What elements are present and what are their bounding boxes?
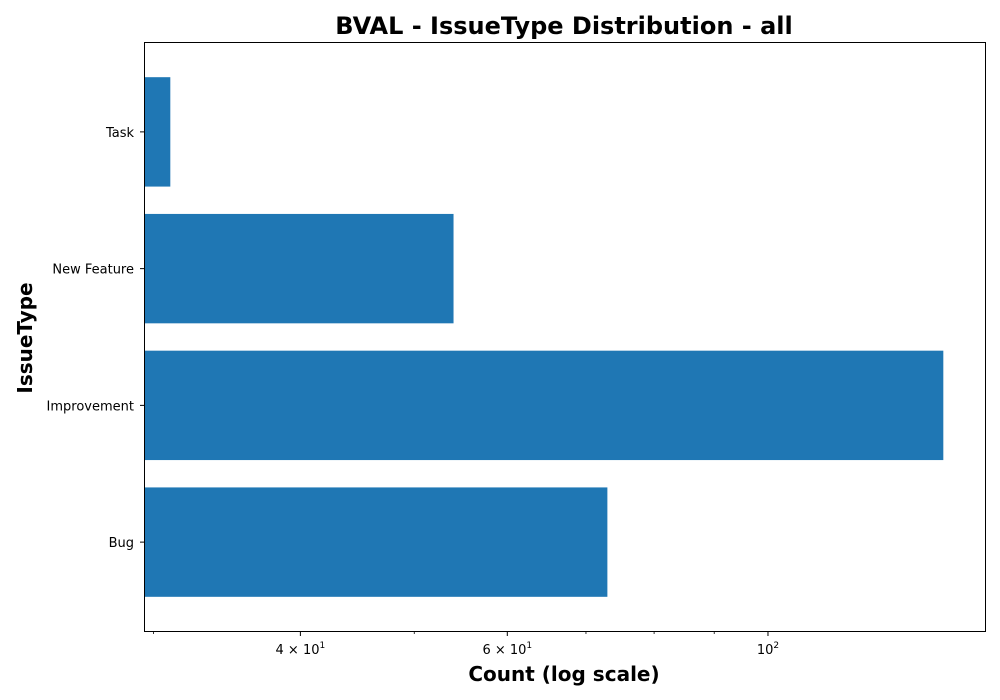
x-axis-label: Count (log scale) — [468, 662, 659, 686]
y-axis-ticks: Bug Improvement New Feature Task — [47, 126, 145, 551]
x-tick-label-60: 6 × 101 — [482, 641, 532, 658]
y-axis-label: IssueType — [13, 282, 37, 393]
x-axis-ticks: 4 × 101 6 × 101 102 — [153, 631, 779, 658]
x-tick-label-100: 102 — [757, 641, 779, 658]
bar-task — [145, 77, 171, 187]
bar-new-feature — [145, 213, 454, 324]
y-tick-label-task: Task — [105, 126, 135, 141]
bars-group — [145, 77, 944, 597]
y-tick-label-bug: Bug — [109, 536, 134, 551]
y-tick-label-improvement: Improvement — [47, 399, 134, 414]
chart-title: BVAL - IssueType Distribution - all — [335, 12, 792, 40]
plot-frame — [144, 42, 986, 632]
y-tick-label-new-feature: New Feature — [52, 263, 134, 278]
x-tick-label-40: 4 × 101 — [276, 641, 326, 658]
bar-bug — [145, 487, 608, 597]
bar-improvement — [145, 350, 944, 461]
